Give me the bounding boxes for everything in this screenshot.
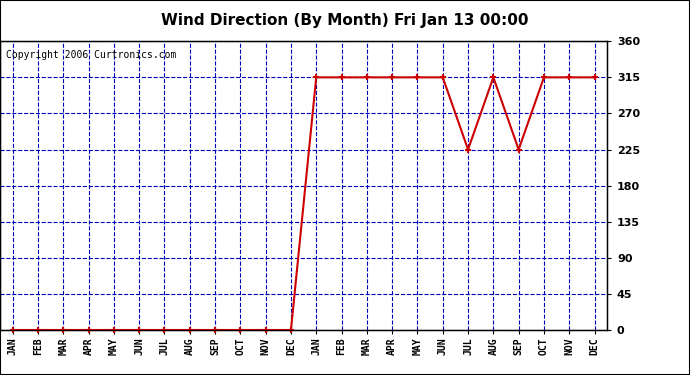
Text: Wind Direction (By Month) Fri Jan 13 00:00: Wind Direction (By Month) Fri Jan 13 00:… [161,13,529,28]
Text: Copyright 2006 Curtronics.com: Copyright 2006 Curtronics.com [6,50,177,60]
